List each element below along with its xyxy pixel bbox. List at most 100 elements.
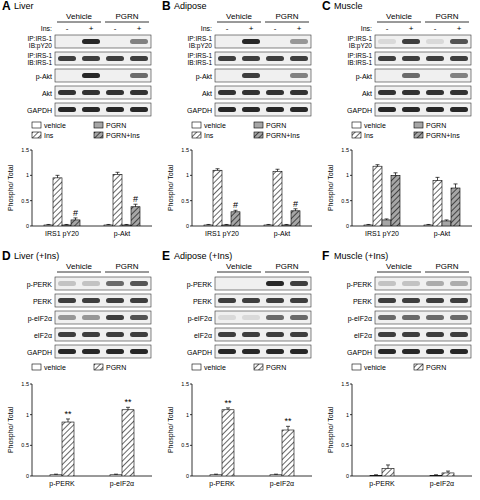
band — [426, 73, 444, 78]
row-label: p-Akt — [196, 73, 212, 81]
legend-swatch — [94, 122, 103, 128]
band — [82, 56, 100, 61]
error-bar — [226, 408, 230, 410]
y-tick — [350, 414, 352, 415]
blot-strip — [215, 52, 311, 65]
error-bar — [65, 224, 69, 226]
row-label: IP:IRS-1 — [27, 52, 52, 59]
bar — [104, 225, 113, 226]
bar — [62, 422, 74, 476]
row-label: GAPDH — [27, 349, 52, 356]
band — [218, 298, 236, 303]
band — [242, 56, 260, 61]
lane-label: + — [457, 24, 462, 33]
row-label: GAPDH — [27, 107, 52, 114]
category-label: p-PERK — [49, 480, 75, 488]
y-tick-label: 1 — [26, 172, 29, 178]
error-bar — [394, 173, 398, 176]
row-label: IP:IRS-1 — [187, 35, 212, 42]
row-label: p-Akt — [36, 73, 52, 81]
category-label: p-PERK — [369, 480, 395, 488]
legend-swatch — [254, 364, 263, 370]
error-cap — [47, 224, 51, 225]
error-bar — [434, 474, 438, 476]
row-label: IP:IRS-1 — [347, 52, 372, 59]
row-label: GAPDH — [347, 107, 372, 114]
y-tick — [190, 414, 192, 415]
y-tick — [190, 476, 192, 477]
bar — [451, 188, 460, 226]
band — [266, 332, 284, 337]
y-tick-label: 1.5 — [341, 147, 349, 153]
band — [378, 315, 396, 320]
bar — [231, 212, 240, 226]
band — [130, 349, 148, 354]
legend-label: Ins — [364, 132, 374, 139]
error-cap — [445, 219, 449, 220]
band — [242, 90, 260, 95]
y-tick — [190, 200, 192, 201]
blot-strip — [215, 35, 311, 48]
band — [426, 332, 444, 337]
band — [82, 73, 100, 78]
band — [450, 56, 468, 61]
error-bar — [56, 175, 60, 178]
bar — [391, 175, 400, 226]
row-label: p-eIF2α — [348, 315, 372, 323]
row-label: p-PERK — [347, 281, 373, 289]
error-cap — [434, 474, 438, 475]
y-axis-label: Phospho/ Total — [327, 406, 335, 453]
category-label: p-eIF2α — [110, 480, 134, 488]
bars — [364, 165, 460, 226]
group-line — [217, 22, 261, 23]
y-tick-label: 1 — [346, 412, 349, 418]
bar — [370, 475, 382, 476]
band — [290, 39, 308, 44]
blot-strip — [215, 103, 311, 116]
y-tick-label: 1 — [186, 172, 189, 178]
error-bar — [126, 407, 130, 409]
error-line — [395, 173, 396, 176]
legend-swatch — [414, 364, 423, 370]
band — [58, 107, 76, 112]
legend-label: PGRN — [266, 122, 286, 129]
group-label: PGRN — [115, 262, 138, 271]
y-tick — [30, 150, 32, 151]
panel-label: A — [2, 0, 11, 13]
y-tick — [350, 476, 352, 477]
band — [266, 349, 284, 354]
error-bar — [286, 426, 290, 430]
row-label: PERK — [33, 298, 52, 305]
row-label: GAPDH — [347, 349, 372, 356]
error-cap — [385, 218, 389, 219]
band — [218, 107, 236, 112]
y-tick — [350, 150, 352, 151]
legend-label: PGRN — [266, 364, 286, 371]
band — [402, 56, 420, 61]
bar — [131, 207, 140, 226]
group-label: PGRN — [115, 12, 138, 21]
blot-strip — [55, 69, 151, 82]
y-tick — [30, 175, 32, 176]
legend-swatch — [32, 122, 41, 128]
lane-label: - — [386, 24, 389, 33]
error-bar — [294, 209, 298, 211]
error-bar — [386, 465, 390, 469]
legend-label: Ins — [204, 132, 214, 139]
band — [106, 73, 124, 78]
band — [130, 107, 148, 112]
error-cap — [436, 177, 440, 178]
bar — [373, 166, 382, 226]
error-bar — [47, 224, 51, 226]
row-label: p-eIF2α — [28, 315, 52, 323]
band — [218, 56, 236, 61]
group-label: PGRN — [275, 262, 298, 271]
category-label: p-Akt — [434, 230, 450, 238]
bar — [291, 211, 300, 226]
y-tick — [350, 445, 352, 446]
lane-label: - — [274, 24, 277, 33]
row-label: GAPDH — [187, 107, 212, 114]
band — [106, 281, 124, 286]
band — [106, 332, 124, 337]
y-tick — [30, 445, 32, 446]
